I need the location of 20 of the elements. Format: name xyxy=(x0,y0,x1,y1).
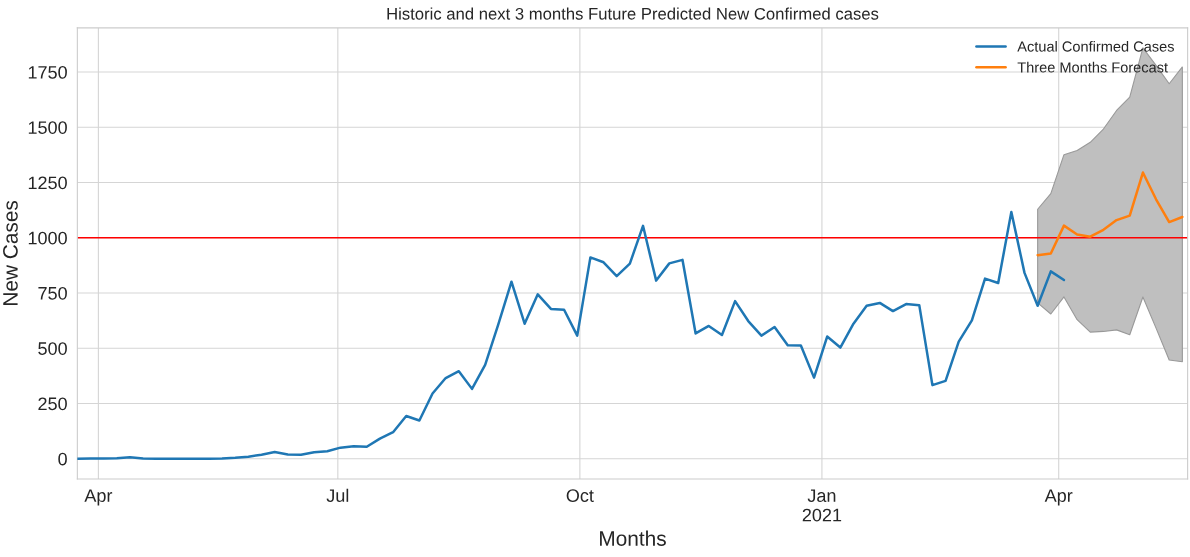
x-axis-title: Months xyxy=(600,530,666,546)
chart-title: Historic and next 3 months Future Predicted New Confirmed cases xyxy=(387,7,879,20)
x-tick-label: Apr xyxy=(84,489,113,506)
line-series xyxy=(77,210,1066,460)
legend-label: Actual Confirmed Cases xyxy=(1017,40,1174,52)
y-tick-label: 1750 xyxy=(28,65,67,79)
y-tick-label: 1250 xyxy=(28,176,67,190)
x-tick-label: Jan 2021 xyxy=(802,489,842,522)
y-tick-label: 750 xyxy=(38,286,67,300)
x-tick-label: Jul xyxy=(326,488,349,502)
line-series xyxy=(1036,171,1184,257)
y-tick-label: 1000 xyxy=(28,231,67,245)
x-tick-label: Apr xyxy=(1044,489,1073,506)
y-tick-label: 1500 xyxy=(28,121,67,134)
y-tick-label: 0 xyxy=(58,452,67,466)
x-tick-label: Oct xyxy=(566,489,594,502)
y-axis-title: New Cases xyxy=(3,200,18,305)
y-tick-label: 250 xyxy=(38,397,67,411)
legend-label: Three Months Forecast xyxy=(1017,61,1168,73)
y-tick-label: 500 xyxy=(38,342,67,355)
